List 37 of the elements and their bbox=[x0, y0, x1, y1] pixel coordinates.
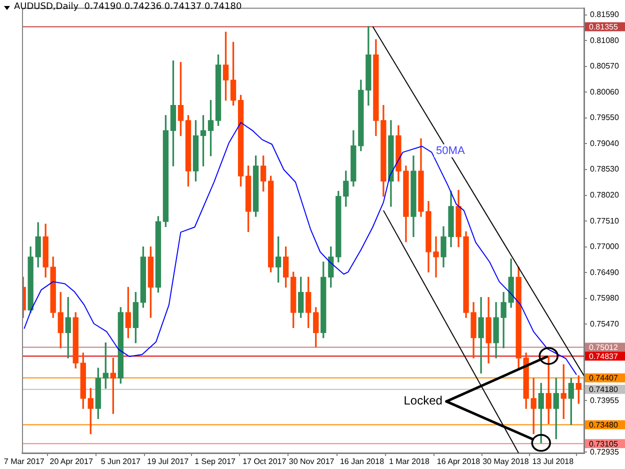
ref-line-label: 0.73105 bbox=[589, 439, 618, 448]
x-tick-label: 20 Apr 2017 bbox=[50, 457, 94, 466]
y-tick-label: 0.75470 bbox=[590, 319, 620, 328]
y-tick-label: 0.75980 bbox=[590, 294, 620, 303]
y-tick-label: 0.80060 bbox=[590, 87, 620, 96]
series-label: 50MA bbox=[436, 144, 466, 157]
ref-line-label: 0.81355 bbox=[589, 22, 618, 32]
ref-line-label: 0.73480 bbox=[589, 420, 618, 430]
x-tick-label: 17 Oct 2017 bbox=[242, 457, 287, 466]
x-tick-label: 7 Mar 2017 bbox=[4, 457, 45, 466]
y-tick-label: 0.79040 bbox=[590, 138, 620, 148]
y-tick-label: 0.77510 bbox=[590, 216, 620, 226]
x-tick-label: 13 Jul 2018 bbox=[532, 457, 574, 466]
y-tick-label: 0.76490 bbox=[590, 268, 620, 277]
ref-line-label: 0.74180 bbox=[589, 385, 618, 394]
y-tick-label: 0.80570 bbox=[590, 62, 620, 71]
x-tick-label: 19 Jul 2017 bbox=[147, 457, 190, 466]
x-tick-label: 1 Sep 2017 bbox=[194, 457, 236, 466]
y-tick-label: 0.81590 bbox=[590, 10, 620, 20]
ref-line-label: 0.74407 bbox=[589, 374, 618, 383]
ref-line-label: 0.74837 bbox=[589, 352, 618, 361]
y-tick-label: 0.81080 bbox=[590, 36, 620, 45]
y-tick-label: 0.72935 bbox=[590, 447, 620, 456]
x-tick-label: 30 Nov 2017 bbox=[288, 457, 335, 466]
annotation: Locked bbox=[404, 394, 442, 408]
y-tick-label: 0.77000 bbox=[590, 242, 620, 252]
y-tick-label: 0.79550 bbox=[590, 113, 620, 122]
ref-line-label: 0.75012 bbox=[589, 342, 618, 352]
x-tick-label: 1 Mar 2018 bbox=[388, 457, 430, 466]
chart-title: AUDUSD,Daily 0.74190 0.74236 0.74137 0.74180 bbox=[14, 2, 242, 12]
x-tick-label: 16 Apr 2018 bbox=[436, 457, 481, 466]
x-tick-label: 16 Jan 2018 bbox=[340, 457, 385, 466]
y-tick-label: 0.78530 bbox=[590, 164, 620, 174]
x-tick-label: 30 May 2018 bbox=[482, 457, 530, 466]
y-tick-label: 0.78020 bbox=[590, 190, 620, 200]
x-tick-label: 5 Jun 2017 bbox=[100, 457, 142, 466]
y-tick-label: 0.73955 bbox=[590, 396, 620, 405]
